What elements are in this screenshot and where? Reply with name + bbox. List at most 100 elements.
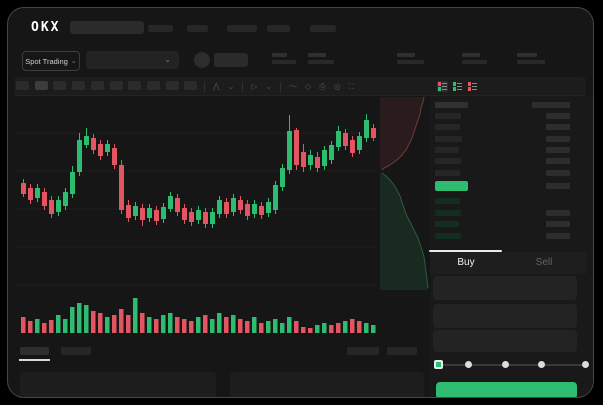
slider-stop[interactable] (501, 361, 509, 368)
timeframe-button[interactable] (53, 81, 66, 90)
timeframe-button[interactable] (147, 81, 160, 90)
candle-body (217, 200, 222, 214)
fullscreen-icon[interactable]: ⛶ (348, 81, 355, 91)
ask-row-price (435, 136, 462, 142)
candle-body (343, 133, 348, 146)
chevron-down-icon[interactable]: ⌄ (265, 82, 273, 91)
eraser-icon[interactable]: ◇ (305, 82, 312, 91)
volume-bar (126, 315, 131, 333)
volume-bar (63, 319, 68, 333)
ask-row-amount (546, 147, 570, 153)
candle-body (280, 168, 285, 187)
candle-body (266, 202, 271, 213)
volume-bar (280, 323, 285, 333)
slider-stop[interactable] (464, 361, 472, 368)
mode-strip-top (453, 82, 456, 86)
tab-sell[interactable]: Sell (535, 257, 553, 268)
order-input-0[interactable] (433, 276, 577, 300)
candle-body (21, 183, 26, 194)
bid-row-amount (546, 210, 570, 216)
timeframe-button[interactable] (110, 81, 123, 90)
volume-bar (357, 321, 362, 333)
volume-bar (77, 303, 82, 333)
account-button[interactable] (214, 53, 248, 67)
last-price-amount (546, 183, 570, 189)
candle-body (336, 131, 341, 147)
nav-item[interactable] (187, 25, 208, 32)
timeframe-button[interactable] (184, 81, 197, 90)
bottom-action[interactable] (347, 347, 379, 355)
nav-item[interactable] (310, 25, 336, 32)
volume-bar (231, 315, 236, 333)
nav-item[interactable] (227, 25, 257, 32)
timeframe-button[interactable] (166, 81, 179, 90)
last-price-badge[interactable] (435, 181, 468, 191)
volume-bar (189, 321, 194, 333)
buy-submit-button[interactable] (436, 382, 577, 397)
coin-avatar[interactable] (194, 52, 210, 68)
volume-bar (154, 319, 159, 333)
nav-item[interactable] (267, 25, 290, 32)
volume-bar (147, 317, 152, 333)
bottom-tab[interactable] (20, 347, 49, 355)
volume-bar (322, 323, 327, 333)
price-chart[interactable] (14, 96, 430, 342)
indicators-icon[interactable]: ⋀ (213, 82, 220, 91)
timeframe-button[interactable] (91, 81, 104, 90)
market-type-selector[interactable]: Spot Trading ⌄ (22, 51, 80, 71)
volume-bar (140, 313, 145, 333)
candle-body (147, 208, 152, 218)
nav-item[interactable] (148, 25, 173, 32)
volume-bar (21, 317, 26, 333)
okx-logo[interactable]: OKX (31, 20, 61, 35)
volume-bar (182, 319, 187, 333)
candle-body (238, 200, 243, 210)
timeframe-button[interactable] (35, 81, 48, 90)
volume-bar (287, 317, 292, 333)
volume-bar (343, 321, 348, 333)
camera-icon[interactable]: ⎙ (319, 81, 326, 91)
chevron-down-icon[interactable]: ⌄ (227, 82, 235, 91)
bottom-tab[interactable] (61, 347, 91, 355)
candle-body (168, 196, 173, 209)
chart-tools: ⋀ ⌄ ▷ ⌄ 〜 ◇ ⎙ ◎ ⛶ (204, 79, 354, 94)
candle-body (84, 136, 89, 145)
bottom-action[interactable] (387, 347, 417, 355)
bid-row-price (435, 198, 460, 204)
settings-icon[interactable]: ◎ (333, 82, 341, 91)
candle-body (28, 188, 33, 200)
slider-track[interactable] (438, 364, 585, 366)
replay-icon[interactable]: ▷ (251, 82, 258, 91)
stat-value (462, 60, 487, 64)
mode-line (442, 85, 447, 88)
volume-bar (84, 305, 89, 333)
timeframe-button[interactable] (128, 81, 141, 90)
stat-label (272, 53, 287, 57)
line-tool-icon[interactable]: 〜 (289, 82, 298, 91)
volume-bar (168, 313, 173, 333)
bottom-tab-underline (19, 359, 50, 361)
volume-bar (294, 321, 299, 333)
candle-body (42, 192, 47, 206)
stat-label (517, 53, 537, 57)
candle-body (210, 212, 215, 224)
search-input[interactable] (70, 21, 144, 34)
mode-line (472, 82, 477, 84)
order-input-2[interactable] (433, 330, 577, 352)
stat-value (517, 60, 545, 64)
slider-stop[interactable] (581, 361, 589, 368)
pair-selector[interactable]: ⌄ (86, 51, 179, 69)
timeframe-button[interactable] (72, 81, 85, 90)
bottom-panel (20, 372, 216, 397)
book-mode-bids[interactable] (452, 81, 463, 92)
timeframe-button[interactable] (16, 81, 29, 90)
book-mode-asks[interactable] (467, 81, 478, 92)
book-mode-both[interactable] (437, 81, 448, 92)
order-input-1[interactable] (433, 304, 577, 328)
tab-buy[interactable]: Buy (457, 257, 475, 268)
slider-stop[interactable] (537, 361, 545, 368)
candle-body (182, 208, 187, 220)
slider-handle[interactable] (433, 360, 443, 369)
volume-bar (371, 325, 376, 333)
mode-strip-top (468, 82, 471, 86)
